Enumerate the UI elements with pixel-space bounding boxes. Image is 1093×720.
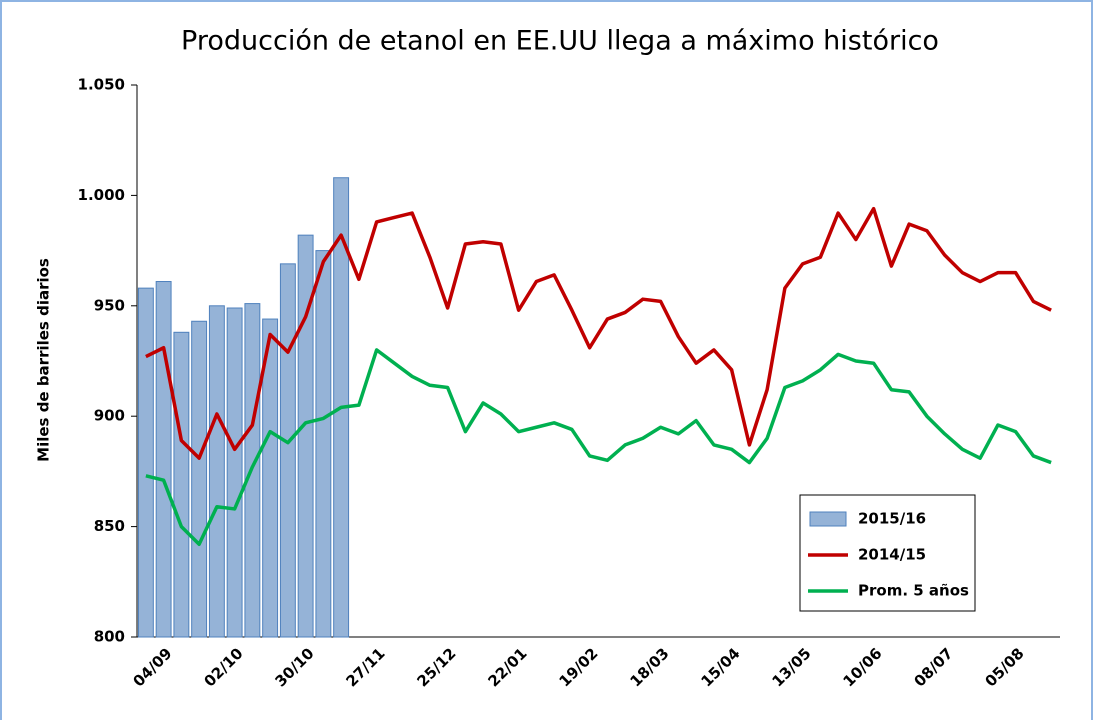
bar bbox=[226, 307, 243, 638]
legend-label: 2014/15 bbox=[858, 546, 926, 564]
bar bbox=[297, 234, 314, 638]
x-tick-label: 05/08 bbox=[982, 644, 1028, 690]
x-tick-label: 10/06 bbox=[840, 644, 886, 690]
bar bbox=[137, 287, 154, 638]
y-tick-label: 850 bbox=[94, 517, 125, 535]
legend-label: Prom. 5 años bbox=[858, 582, 969, 600]
bar bbox=[155, 281, 172, 638]
bar bbox=[315, 250, 332, 638]
legend: 2015/16 2014/15 Prom. 5 años bbox=[799, 494, 976, 612]
line-series bbox=[145, 206, 1052, 460]
x-tick-label: 30/10 bbox=[272, 644, 318, 690]
bar bbox=[262, 318, 279, 638]
legend-label: 2015/16 bbox=[858, 510, 926, 528]
y-tick-label: 1.000 bbox=[78, 186, 125, 204]
y-tick-label: 800 bbox=[94, 628, 125, 646]
y-tick-label: 950 bbox=[94, 296, 125, 314]
y-tick-label: 1.050 bbox=[78, 76, 125, 94]
bar bbox=[279, 263, 296, 638]
x-tick-label: 25/12 bbox=[414, 644, 460, 690]
x-tick-label: 13/05 bbox=[769, 644, 815, 690]
y-tick-label: 900 bbox=[94, 407, 125, 425]
x-tick-label: 22/01 bbox=[485, 644, 531, 690]
x-tick-label: 19/02 bbox=[556, 644, 602, 690]
bar bbox=[191, 320, 208, 638]
x-tick-label: 18/03 bbox=[627, 644, 673, 690]
chart-title: Producción de etanol en EE.UU llega a má… bbox=[181, 26, 939, 57]
y-axis-label: Miles de barriles diarios bbox=[35, 258, 53, 462]
x-tick-label: 15/04 bbox=[698, 644, 744, 690]
bar bbox=[173, 331, 190, 638]
x-tick-label: 08/07 bbox=[911, 644, 957, 690]
x-tick-label: 27/11 bbox=[343, 644, 389, 690]
line-series bbox=[145, 348, 1052, 547]
legend-swatch bbox=[809, 511, 847, 527]
x-tick-label: 02/10 bbox=[201, 644, 247, 690]
x-tick-label: 04/09 bbox=[130, 644, 176, 690]
bar bbox=[208, 305, 225, 638]
